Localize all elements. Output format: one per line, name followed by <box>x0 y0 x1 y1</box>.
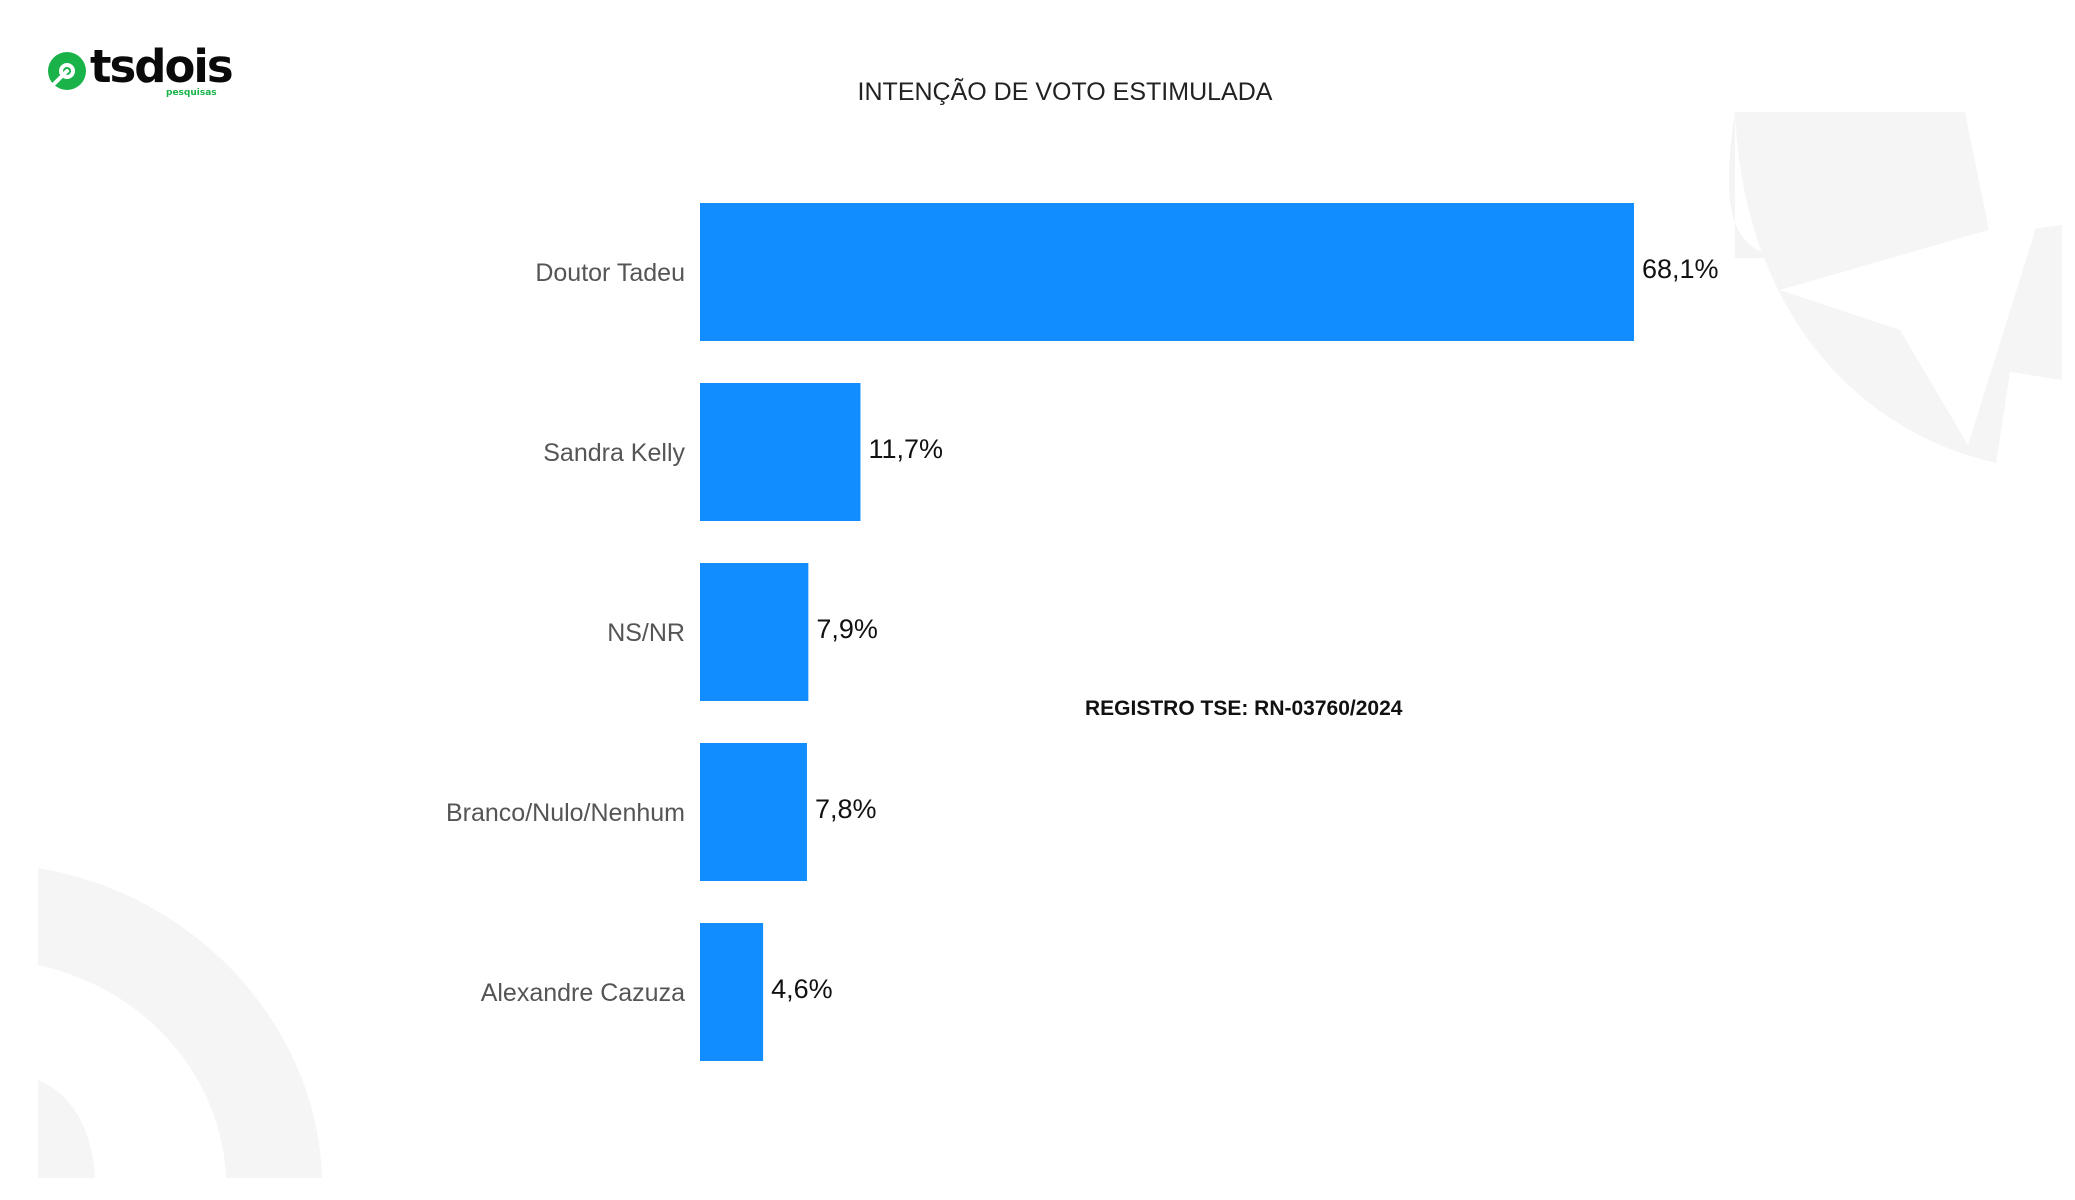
brand-name: tsdois <box>90 40 234 93</box>
bar-0 <box>700 203 1634 341</box>
value-label-4: 4,6% <box>771 974 833 1004</box>
category-label-1: Sandra Kelly <box>543 439 685 467</box>
bar-4 <box>700 923 764 1061</box>
chart-title: INTENÇÃO DE VOTO ESTIMULADA <box>857 78 1273 106</box>
value-label-2: 7,9% <box>816 614 878 644</box>
logo-target-icon <box>48 52 86 90</box>
category-label-4: Alexandre Cazuza <box>481 979 685 1007</box>
category-label-2: NS/NR <box>607 619 685 647</box>
brand-tagline: pesquisas <box>166 88 217 98</box>
bar-3 <box>700 743 807 881</box>
value-label-3: 7,8% <box>815 794 877 824</box>
bar-1 <box>700 383 861 521</box>
brand-logo: tsdois pesquisas <box>46 40 236 106</box>
value-label-1: 11,7% <box>868 434 943 464</box>
bar-2 <box>700 563 809 701</box>
category-label-3: Branco/Nulo/Nenhum <box>446 799 685 827</box>
value-label-0: 68,1% <box>1642 254 1719 284</box>
tse-registration: REGISTRO TSE: RN-03760/2024 <box>1085 697 1403 720</box>
category-label-0: Doutor Tadeu <box>535 259 685 287</box>
